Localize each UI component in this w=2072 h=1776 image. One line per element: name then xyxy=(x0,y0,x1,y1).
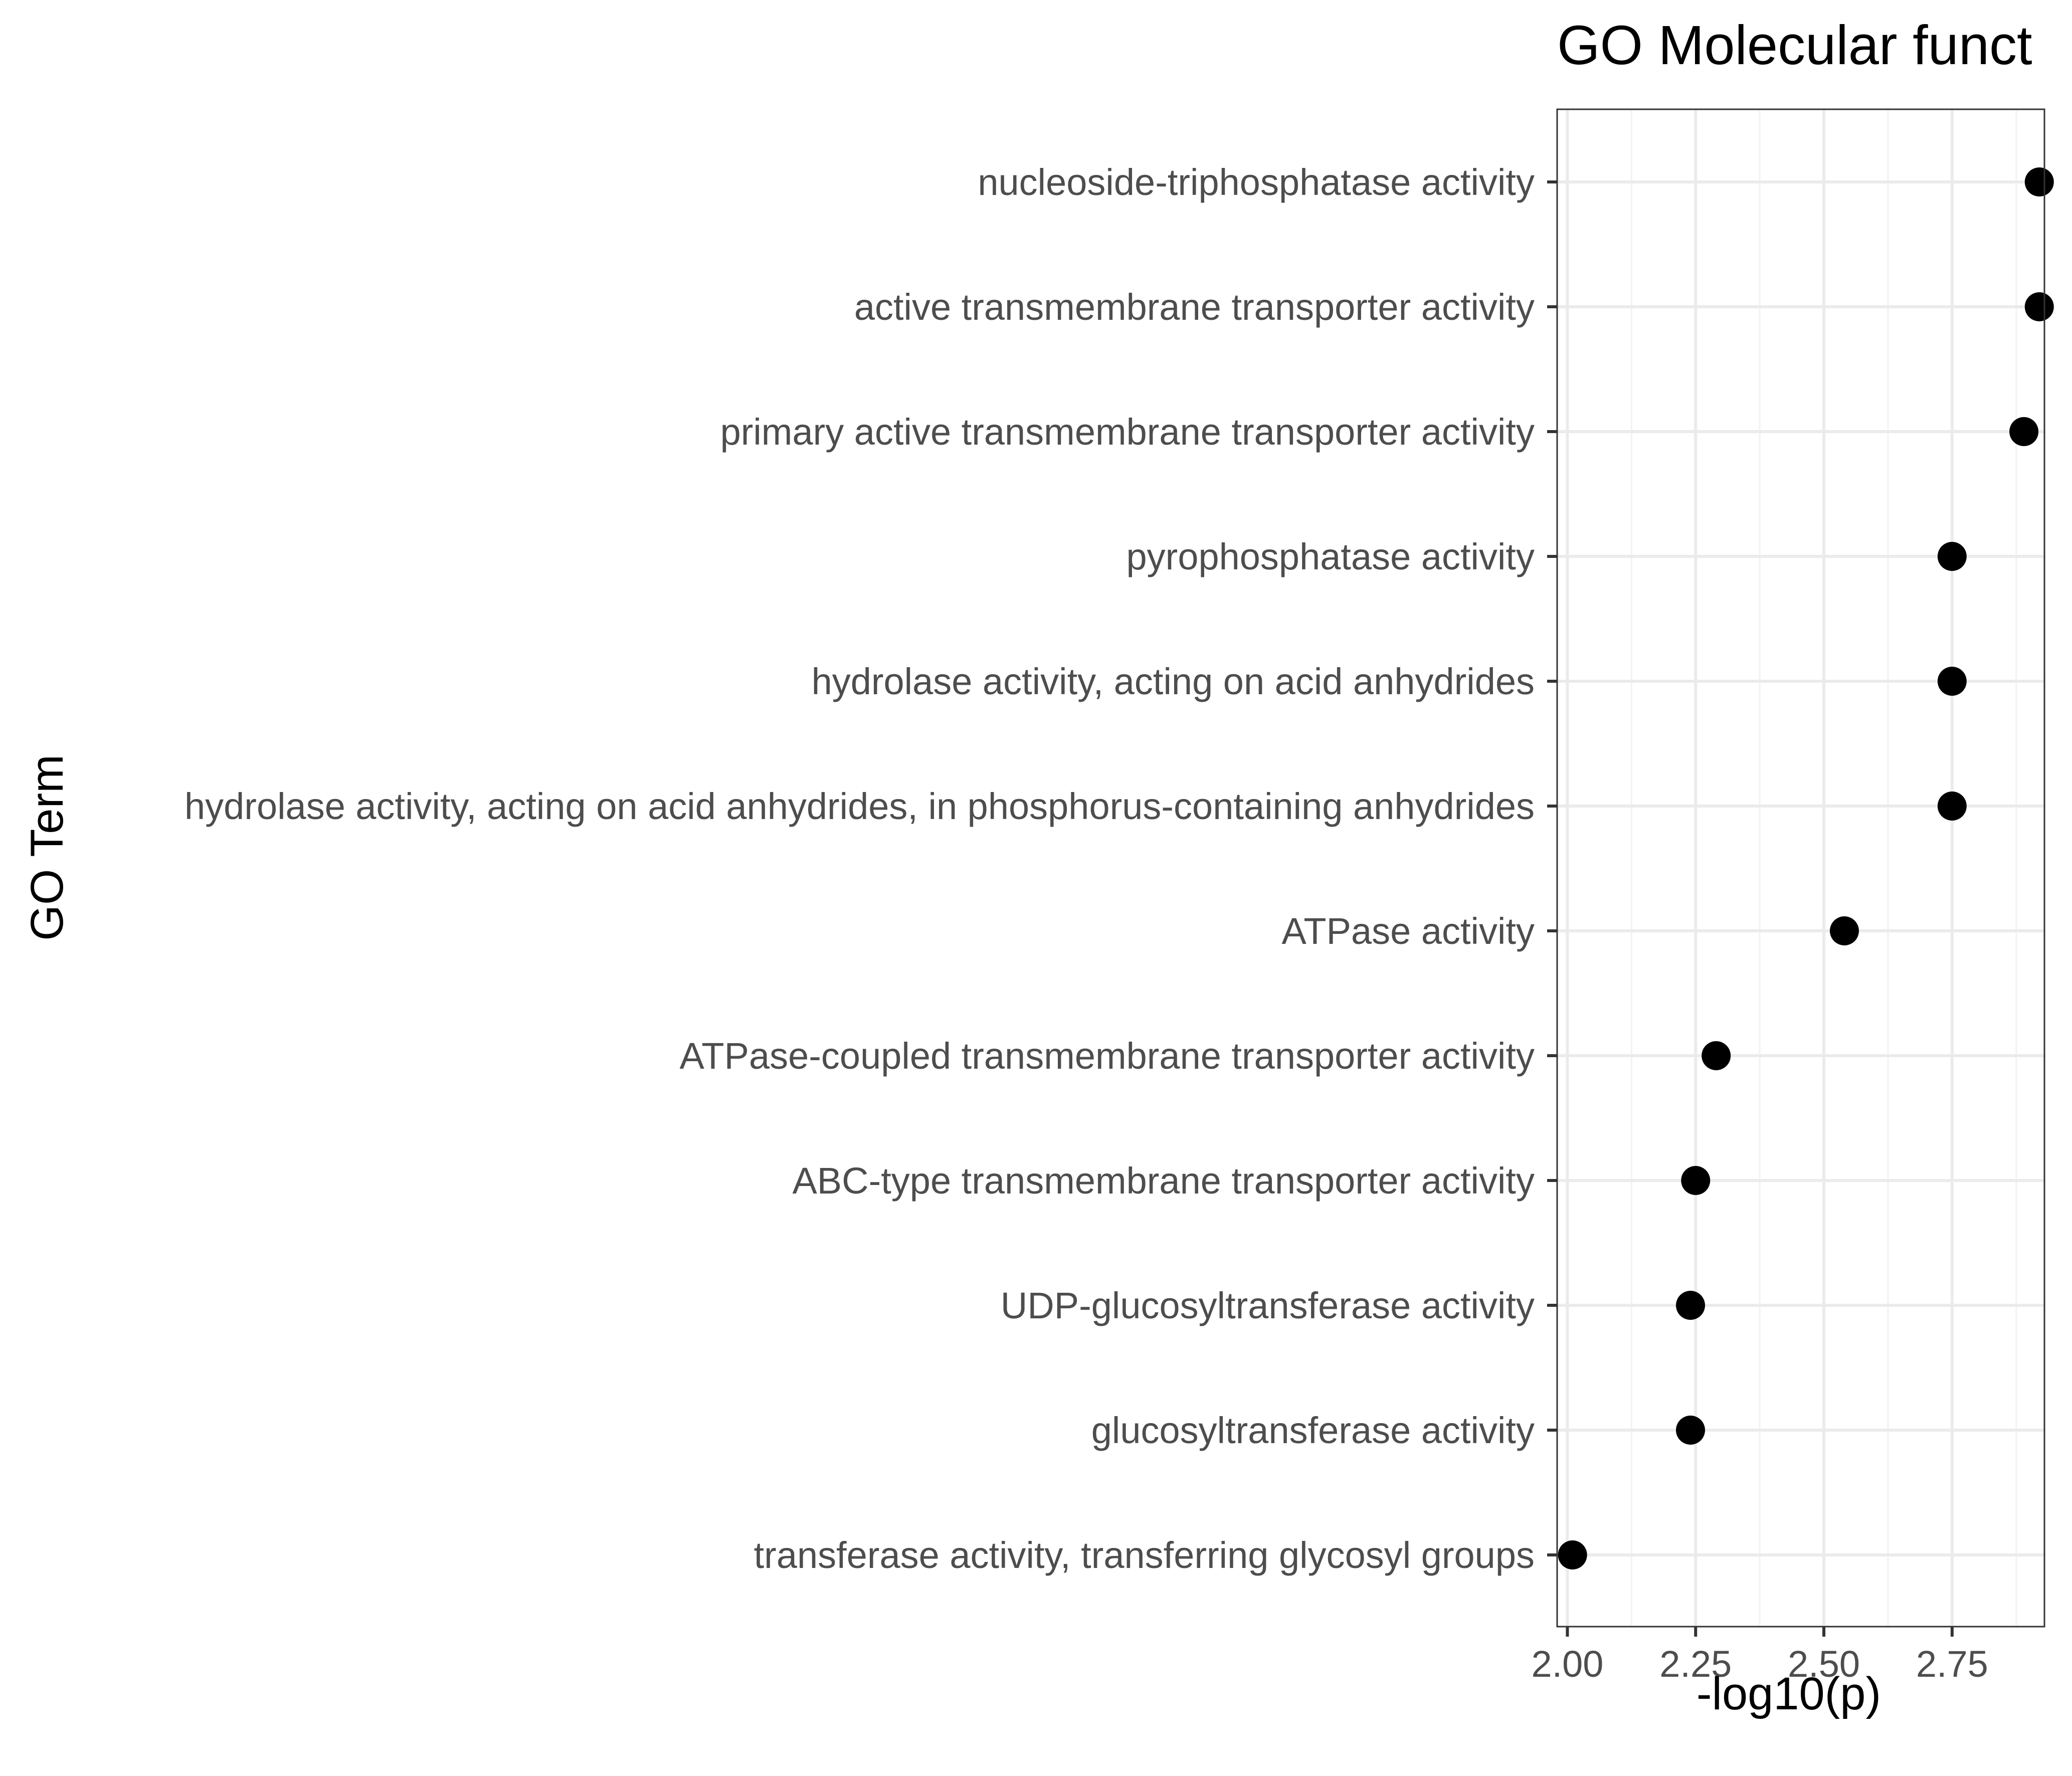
x-axis-title: -log10(p) xyxy=(1697,1668,1881,1719)
y-tick-label: pyrophosphatase activity xyxy=(1126,536,1535,577)
x-tick-label: 2.75 xyxy=(1916,1643,1988,1685)
data-point xyxy=(1676,1416,1706,1445)
data-point xyxy=(2009,417,2039,446)
x-tick-label: 2.00 xyxy=(1531,1643,1603,1685)
y-tick-label: hydrolase activity, acting on acid anhyd… xyxy=(184,785,1535,827)
chart-title: GO Molecular funct xyxy=(1557,15,2032,76)
y-tick-label: glucosyltransferase activity xyxy=(1091,1410,1535,1451)
data-point xyxy=(2024,292,2054,321)
y-tick-label: active transmembrane transporter activit… xyxy=(854,286,1535,328)
point-layer xyxy=(1558,167,2054,1569)
data-point xyxy=(1702,1041,1731,1070)
data-point xyxy=(2024,167,2054,196)
data-point xyxy=(1558,1540,1587,1569)
data-point xyxy=(1937,667,1967,696)
y-tick-label: ATPase activity xyxy=(1282,910,1535,952)
y-tick-label: transferase activity, transferring glyco… xyxy=(754,1534,1535,1576)
y-axis-title: GO Term xyxy=(22,754,73,940)
data-point xyxy=(1676,1291,1706,1320)
panel-border xyxy=(1556,108,2045,1628)
tick-layer: 2.00 2.25 2.50 2.75 nucleoside-triphosphatas… xyxy=(184,161,1988,1685)
data-point xyxy=(1681,1166,1711,1195)
data-point xyxy=(1937,542,1967,571)
x-tick-label: 2.50 xyxy=(1788,1643,1860,1685)
data-point xyxy=(1829,916,1859,945)
y-tick-label: hydrolase activity, acting on acid anhyd… xyxy=(812,661,1535,702)
y-tick-label: ABC-type transmembrane transporter activ… xyxy=(792,1160,1535,1202)
y-tick-label: primary active transmembrane transporter… xyxy=(720,411,1535,453)
data-point xyxy=(1937,792,1967,821)
y-tick-label: ATPase-coupled transmembrane transporter… xyxy=(680,1035,1535,1077)
y-tick-label: nucleoside-triphosphatase activity xyxy=(978,161,1535,203)
x-tick-label: 2.25 xyxy=(1659,1643,1732,1685)
y-tick-label: UDP-glucosyltransferase activity xyxy=(1001,1285,1535,1326)
